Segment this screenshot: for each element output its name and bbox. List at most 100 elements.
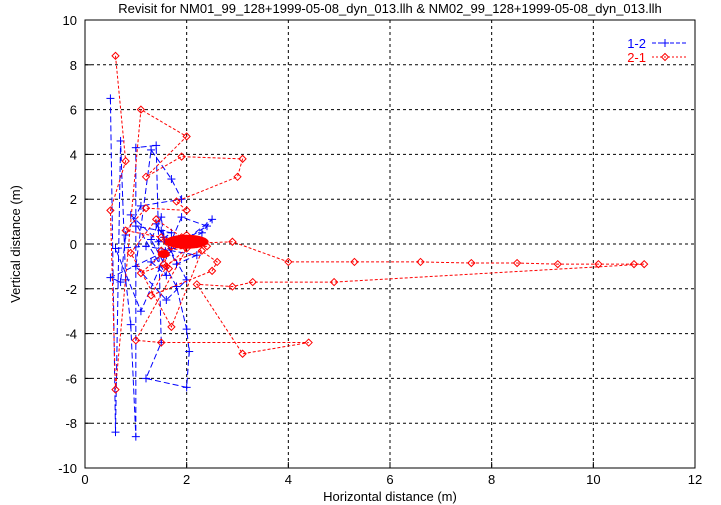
data-point <box>192 280 202 289</box>
data-point <box>141 172 151 182</box>
data-point <box>228 282 237 291</box>
data-point <box>185 347 194 356</box>
data-point <box>142 242 150 251</box>
legend-marker <box>661 39 669 47</box>
data-point <box>172 260 181 269</box>
data-point <box>116 278 125 287</box>
series-1-2 <box>106 94 217 441</box>
x-tick-label: 0 <box>81 472 88 487</box>
data-point <box>164 264 174 273</box>
data-point <box>147 235 156 244</box>
data-point <box>147 145 156 154</box>
data-point <box>136 105 146 114</box>
data-point <box>177 213 186 222</box>
data-point <box>111 385 120 394</box>
data-point <box>248 277 257 287</box>
data-point <box>111 51 120 61</box>
x-tick-label: 10 <box>586 472 600 487</box>
data-point <box>203 222 211 231</box>
data-point <box>111 428 120 437</box>
data-point <box>131 143 140 152</box>
data-point <box>182 325 191 334</box>
data-point <box>304 338 313 347</box>
data-point <box>238 154 247 164</box>
data-point <box>154 237 163 246</box>
data-point <box>136 307 145 316</box>
data-point <box>512 258 522 268</box>
data-point <box>182 132 191 141</box>
data-point <box>197 246 207 255</box>
data-point <box>416 257 425 267</box>
data-point <box>177 195 186 204</box>
data-point <box>131 222 140 231</box>
x-tick-label: 8 <box>488 472 495 487</box>
data-point <box>141 203 151 213</box>
data-point <box>212 257 222 267</box>
data-point <box>192 251 201 260</box>
y-tick-label: 6 <box>70 103 77 118</box>
cluster-blob <box>157 250 170 259</box>
series-2-1 <box>106 51 649 394</box>
data-point <box>228 237 237 246</box>
y-tick-label: -4 <box>65 327 77 342</box>
y-tick-label: 0 <box>70 237 77 252</box>
data-point <box>172 282 181 291</box>
data-point <box>106 94 115 103</box>
data-point <box>553 259 562 269</box>
data-point <box>167 322 176 332</box>
data-point <box>126 320 135 329</box>
data-point <box>151 215 161 224</box>
data-point <box>162 271 171 280</box>
data-point <box>126 210 135 219</box>
data-point <box>152 219 161 228</box>
data-point <box>162 296 171 304</box>
y-tick-label: 10 <box>63 13 77 28</box>
x-tick-label: 4 <box>285 472 292 487</box>
data-point <box>157 233 166 242</box>
series-line <box>109 55 645 390</box>
data-point <box>177 152 186 161</box>
series-line <box>109 98 213 437</box>
legend: 1-22-1 <box>627 36 688 65</box>
data-point <box>159 259 168 269</box>
data-point <box>629 259 639 269</box>
y-tick-label: -6 <box>65 371 77 386</box>
data-point <box>182 383 191 392</box>
y-tick-label: 4 <box>70 147 77 162</box>
y-tick-label: 2 <box>70 192 77 207</box>
data-point <box>284 257 293 267</box>
series-layer <box>106 51 649 441</box>
x-axis-label: Horizontal distance (m) <box>323 489 457 504</box>
legend-marker <box>660 52 670 62</box>
legend-label: 1-2 <box>627 36 646 51</box>
data-point <box>121 156 130 166</box>
data-point <box>238 349 247 358</box>
data-point <box>131 432 140 441</box>
tick-labels: 0 2 4 6 8 10 12 -10 -8 -6 -4 -2 0 2 4 6 8 10 <box>58 13 702 487</box>
y-tick-label: 8 <box>70 58 77 73</box>
y-tick-label: -2 <box>65 282 77 297</box>
data-point <box>136 268 146 278</box>
cluster-blob <box>164 234 209 249</box>
data-point <box>182 206 191 215</box>
data-point <box>121 226 130 235</box>
data-point <box>136 201 145 210</box>
data-point <box>329 277 339 287</box>
y-tick-label: -8 <box>65 416 77 431</box>
data-point <box>233 172 242 182</box>
data-point <box>594 259 603 269</box>
y-tick-label: -10 <box>58 461 77 476</box>
data-point <box>639 259 649 269</box>
data-point <box>467 258 476 268</box>
y-axis-label: Vertical distance (m) <box>8 185 23 303</box>
data-point <box>350 257 359 267</box>
plot-frame <box>84 19 696 469</box>
data-point <box>126 248 135 258</box>
x-tick-label: 6 <box>386 472 393 487</box>
data-point <box>121 231 130 240</box>
data-point <box>197 228 206 237</box>
data-point <box>172 197 181 206</box>
data-point <box>142 374 150 383</box>
data-point <box>146 291 156 300</box>
